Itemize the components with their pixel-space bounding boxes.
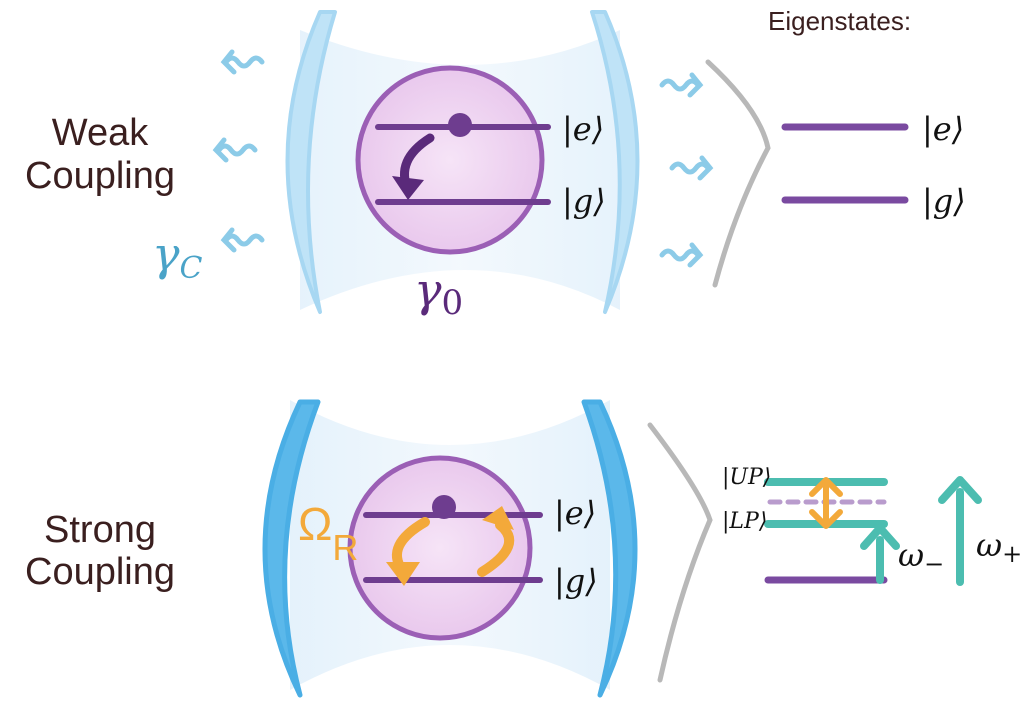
weak-decay-arrowhead-icon [392,176,424,200]
strong-eigen-bracket [647,422,713,683]
strong-left-mirror [262,399,321,698]
photon-arrowhead-icon [687,72,704,98]
lower-polariton-ket: |LP⟩ [722,509,767,534]
gamma-0-symbol: γ [414,263,442,317]
weak-left-mirror [285,10,337,314]
omega-minus-subscript: − [924,550,944,578]
rabi-up-arrow [477,520,515,577]
omega-plus-subscript: + [1002,540,1022,568]
omega-plus-symbol: ω [976,526,1002,564]
strong-label-line2: Coupling [25,551,175,593]
weak-ket-g: |g⟩ [562,182,606,220]
photon-arrowhead-icon [220,49,237,75]
photon-arrowhead-icon [687,242,704,268]
weak-eig-e-ket: |e⟩ [922,110,964,148]
upper-polariton-ket: |UP⟩ [722,465,771,490]
strong-atom [347,455,533,641]
omega-plus-label: ω+ [976,526,1022,568]
photon-wave-icon [223,55,265,69]
omega-plus-arrowhead-icon [938,476,982,504]
weak-ket-e: |e⟩ [562,110,604,148]
omega-r-subscript: R [332,527,358,568]
photon-wave-icon [216,143,258,157]
weak-coupling-panel: |e⟩ |g⟩ γ0 γC Weak Coupling |e⟩ |g⟩ Eige… [25,6,966,323]
splitting-arrow-down-icon [809,509,843,529]
gamma-c-subscript: C [180,251,203,286]
weak-label-line1: Weak [52,112,149,154]
strong-ket-e: |e⟩ [554,494,596,532]
strong-right-mirror [581,399,638,698]
eigenstates-header: Eigenstates: [768,6,911,36]
gamma-c-symbol: γ [152,227,180,281]
gamma-c-label: γC [152,227,203,286]
strong-electron [432,495,456,519]
omega-minus-symbol: ω [898,536,924,574]
photon-wave-icon [669,161,711,175]
weak-electron [448,113,472,137]
photon-arrowhead-icon [220,227,237,253]
splitting-arrow-up-icon [809,477,843,497]
gamma-0-subscript: 0 [442,283,464,323]
weak-label-line2: Coupling [25,155,175,197]
strong-label-line1: Strong [44,509,156,551]
omega-r-label: ΩR [298,498,358,568]
photon-wave-icon [659,248,701,262]
weak-eig-g-ket: |g⟩ [922,182,966,220]
weak-eigen-bracket [705,59,771,288]
photon-wave-icon [659,78,701,92]
weak-right-photons [659,72,714,268]
photon-arrowhead-icon [697,155,714,181]
strong-ket-g: |g⟩ [554,562,598,600]
photon-arrowhead-icon [212,137,229,163]
omega-minus-label: ω− [898,536,944,578]
weak-atom [355,65,545,255]
strong-coupling-panel: ΩR |e⟩ |g⟩ Strong Coupling |UP⟩ |LP⟩ ω− … [25,399,1022,698]
omega-minus-arrowhead-icon [860,524,900,550]
rabi-up-arrowhead-icon [482,506,514,530]
photon-wave-icon [223,233,265,247]
rabi-down-arrowhead-icon [386,562,420,586]
omega-r-symbol: Ω [298,498,332,550]
weak-right-mirror [590,10,640,314]
gamma-0-label: γ0 [414,263,463,323]
weak-left-photons [212,49,265,253]
